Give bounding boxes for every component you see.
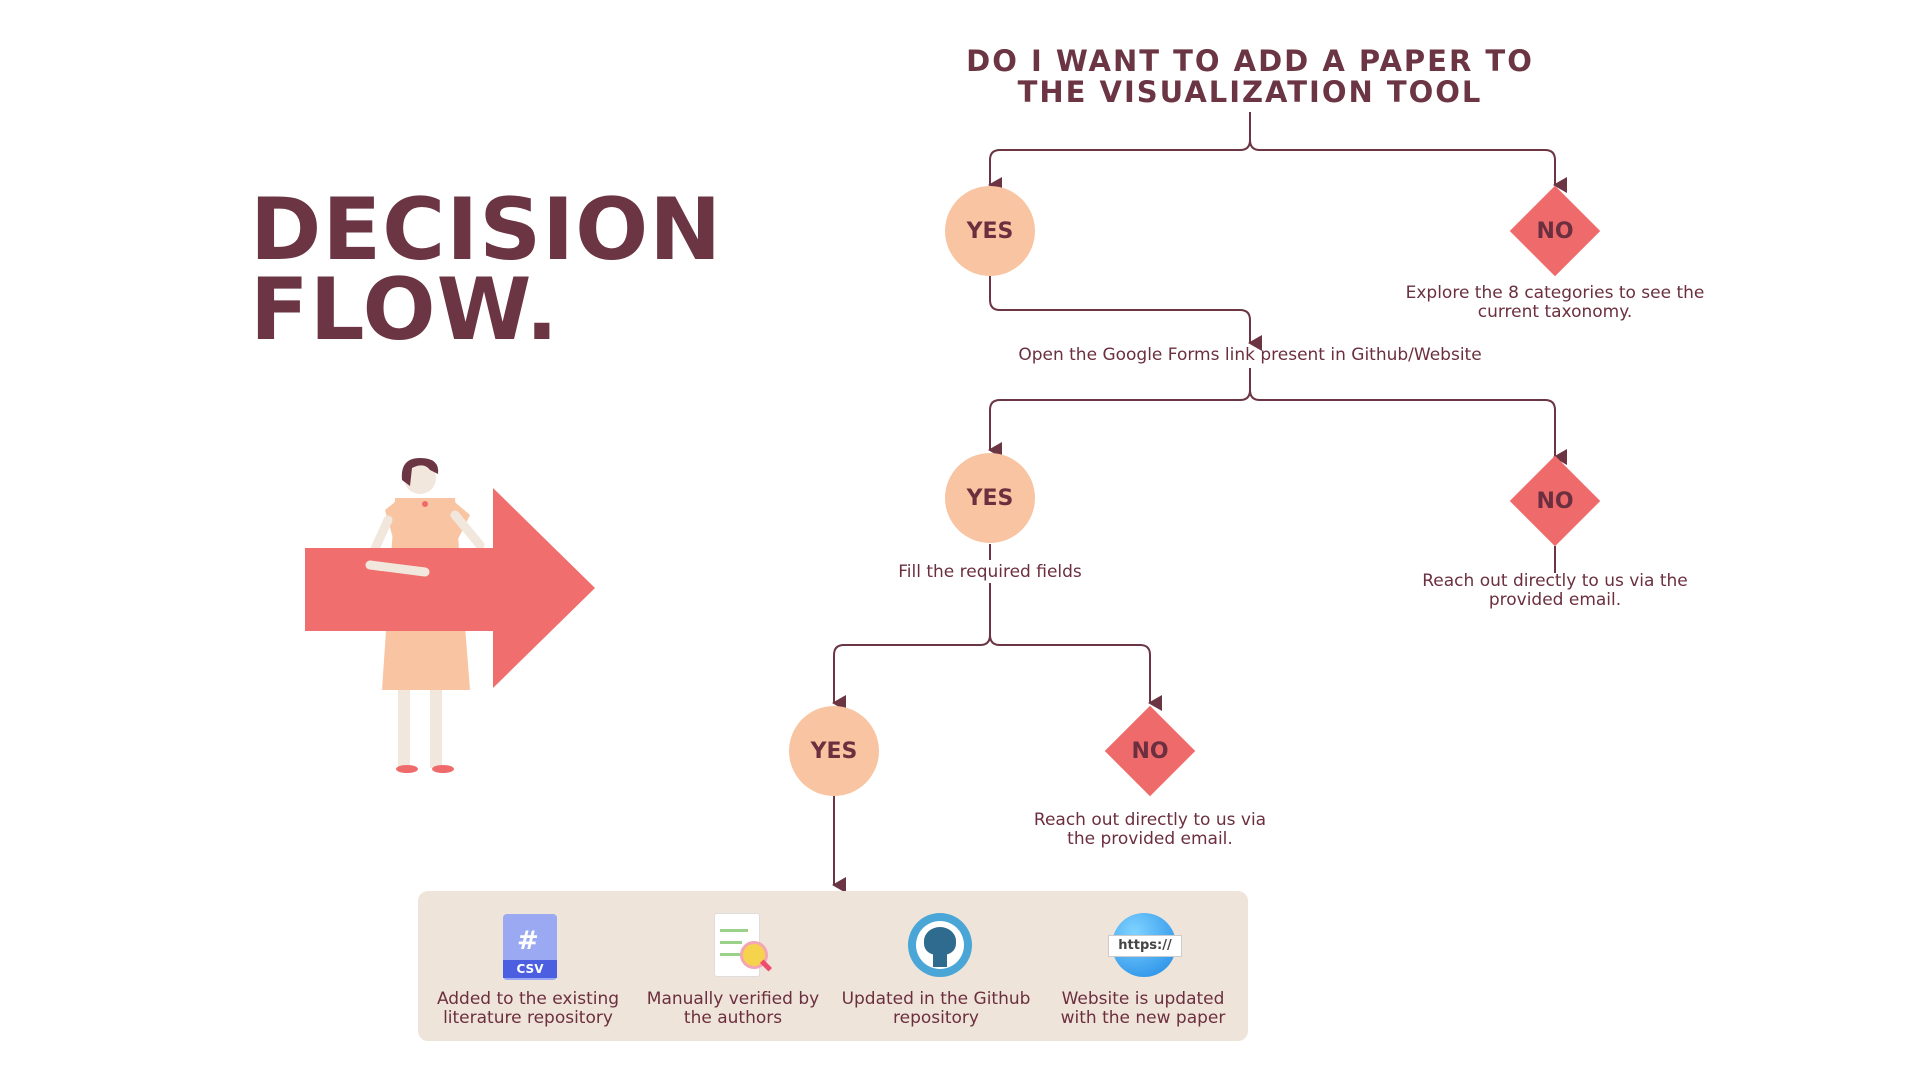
no-node-2-note: Reach out directly to us via the provide… bbox=[1422, 571, 1688, 610]
no-node-1: NO bbox=[1509, 185, 1601, 277]
yes-node-2-label: YES bbox=[966, 485, 1014, 511]
verified-document-icon bbox=[712, 913, 774, 979]
diagram-title: DO I WANT TO ADD A PAPER TO THE VISUALIZ… bbox=[966, 44, 1534, 109]
side-title-line1: DECISION bbox=[250, 180, 723, 280]
yes-node-3: YES bbox=[789, 706, 879, 796]
url-badge-text: https:// bbox=[1108, 935, 1182, 957]
fill-fields-note: Fill the required fields bbox=[898, 562, 1082, 582]
yes-node-2: YES bbox=[945, 453, 1035, 543]
web-globe-icon: https:// bbox=[1108, 913, 1182, 979]
no-node-3-note: Reach out directly to us via the provide… bbox=[1033, 810, 1267, 849]
csv-badge-text: CSV bbox=[503, 960, 557, 978]
process-step-2-label: Manually verified by the authors bbox=[646, 989, 820, 1028]
side-title: DECISION FLOW. bbox=[250, 180, 723, 360]
side-title-line2: FLOW. bbox=[250, 260, 560, 360]
no-node-3-label: NO bbox=[1131, 738, 1169, 764]
process-step-3-label: Updated in the Github repository bbox=[841, 989, 1031, 1028]
no-node-2: NO bbox=[1509, 455, 1601, 547]
no-node-1-note: Explore the 8 categories to see the curr… bbox=[1405, 283, 1705, 322]
process-step-1-label: Added to the existing literature reposit… bbox=[436, 989, 620, 1028]
yes-node-1: YES bbox=[945, 186, 1035, 276]
process-step-4-label: Website is updated with the new paper bbox=[1060, 989, 1226, 1028]
yes-node-3-label: YES bbox=[810, 738, 858, 764]
no-node-2-label: NO bbox=[1536, 488, 1574, 514]
github-icon bbox=[908, 913, 974, 979]
yes-node-1-label: YES bbox=[966, 218, 1014, 244]
csv-file-icon: # CSV bbox=[503, 914, 559, 980]
google-forms-note: Open the Google Forms link present in Gi… bbox=[1018, 345, 1482, 365]
no-node-3: NO bbox=[1104, 705, 1196, 797]
no-node-1-label: NO bbox=[1536, 218, 1574, 244]
